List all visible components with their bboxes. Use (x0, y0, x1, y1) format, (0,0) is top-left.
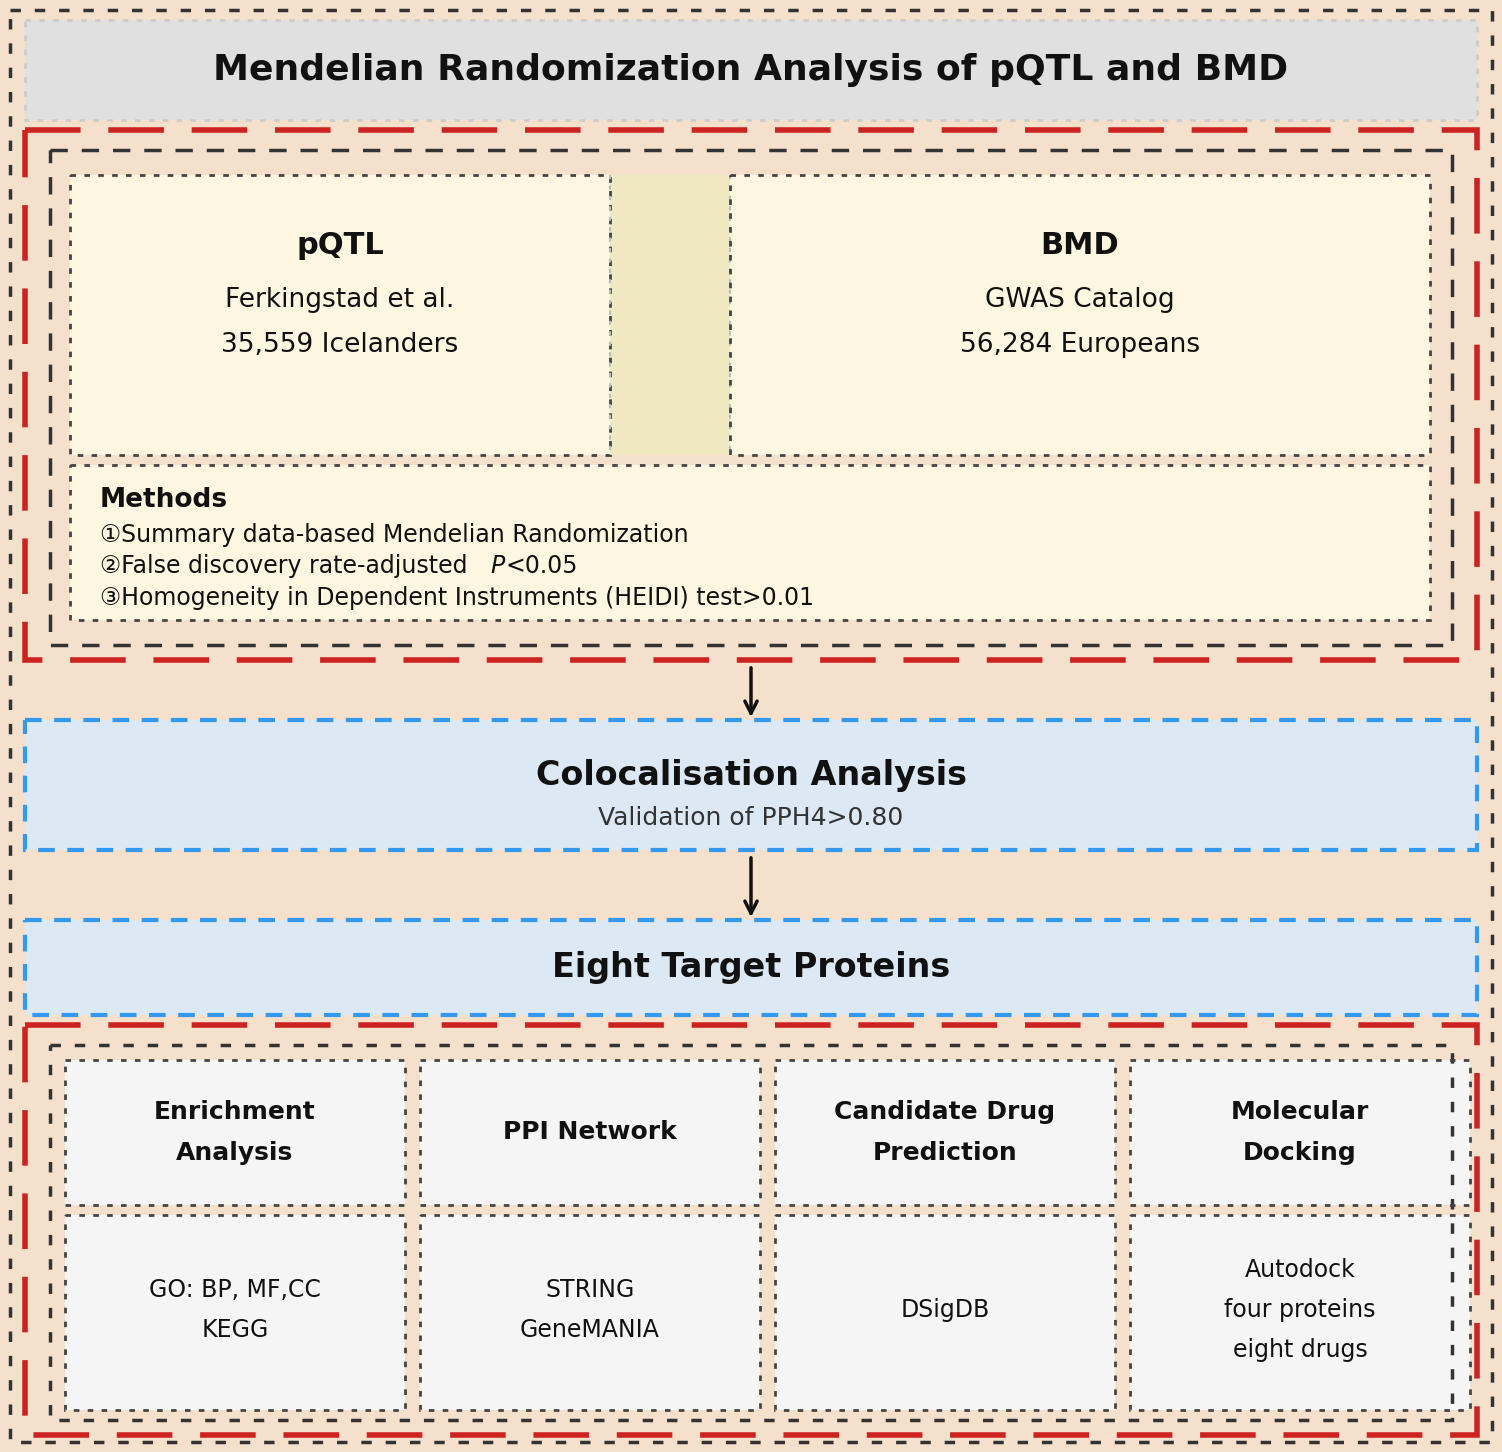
Bar (50, 150, 1452, 645)
Text: 35,559 Icelanders: 35,559 Icelanders (221, 333, 458, 359)
Bar (71, 465, 1430, 620)
Text: Mendelian Randomization Analysis of pQTL and BMD: Mendelian Randomization Analysis of pQTL… (213, 54, 1289, 87)
Text: BMD: BMD (1041, 231, 1119, 260)
Bar (50, 1045, 1452, 1420)
Bar (775, 1060, 1114, 1205)
Text: KEGG: KEGG (201, 1318, 269, 1342)
Bar (1130, 1215, 1470, 1410)
Bar (730, 176, 1430, 454)
Text: ①Summary data-based Mendelian Randomization: ①Summary data-based Mendelian Randomizat… (101, 523, 688, 547)
Bar (1130, 1060, 1470, 1205)
Bar (775, 1060, 1114, 1205)
Bar (65, 1060, 406, 1205)
Text: Autodock: Autodock (1245, 1257, 1355, 1282)
Bar (71, 465, 1430, 620)
Text: Ferkingstad et al.: Ferkingstad et al. (225, 287, 455, 314)
Bar (1130, 1215, 1470, 1410)
Text: GeneMANIA: GeneMANIA (520, 1318, 659, 1342)
Bar (26, 1025, 1476, 1435)
Text: ②False discovery rate-adjusted: ②False discovery rate-adjusted (101, 555, 475, 578)
Text: ③Homogeneity in Dependent Instruments (HEIDI) test>0.01: ③Homogeneity in Dependent Instruments (H… (101, 587, 814, 610)
Bar (65, 1060, 406, 1205)
Bar (26, 720, 1476, 849)
Text: Candidate Drug: Candidate Drug (835, 1101, 1056, 1124)
Text: pQTL: pQTL (296, 231, 385, 260)
Bar (1130, 1060, 1470, 1205)
Bar (610, 176, 730, 454)
Bar (775, 1215, 1114, 1410)
Text: DSigDB: DSigDB (900, 1298, 990, 1321)
Bar (65, 1215, 406, 1410)
Text: <0.05: <0.05 (505, 555, 577, 578)
Bar (65, 1215, 406, 1410)
Bar (26, 20, 1476, 121)
Text: Analysis: Analysis (176, 1141, 293, 1165)
Bar (26, 921, 1476, 1015)
Bar (26, 921, 1476, 1015)
Bar (71, 176, 610, 454)
Text: P: P (490, 555, 505, 578)
Text: Prediction: Prediction (873, 1141, 1017, 1165)
Bar (421, 1060, 760, 1205)
Bar (26, 131, 1476, 661)
Text: Enrichment: Enrichment (155, 1101, 315, 1124)
Bar (775, 1215, 1114, 1410)
Text: Eight Target Proteins: Eight Target Proteins (551, 951, 951, 983)
Text: Methods: Methods (101, 486, 228, 513)
Bar (26, 720, 1476, 849)
Bar (26, 20, 1476, 121)
Text: Colocalisation Analysis: Colocalisation Analysis (536, 758, 966, 791)
Text: four proteins: four proteins (1224, 1298, 1376, 1321)
Text: STRING: STRING (545, 1278, 635, 1302)
Text: eight drugs: eight drugs (1233, 1337, 1367, 1362)
Text: Docking: Docking (1244, 1141, 1356, 1165)
Bar (421, 1215, 760, 1410)
Text: GO: BP, MF,CC: GO: BP, MF,CC (149, 1278, 321, 1302)
Text: Molecular: Molecular (1230, 1101, 1370, 1124)
Bar (71, 176, 610, 454)
Text: GWAS Catalog: GWAS Catalog (985, 287, 1175, 314)
Bar (421, 1215, 760, 1410)
Bar (730, 176, 1430, 454)
Bar (421, 1060, 760, 1205)
Text: PPI Network: PPI Network (503, 1119, 677, 1144)
Text: Validation of PPH4>0.80: Validation of PPH4>0.80 (598, 806, 904, 831)
Text: 56,284 Europeans: 56,284 Europeans (960, 333, 1200, 359)
